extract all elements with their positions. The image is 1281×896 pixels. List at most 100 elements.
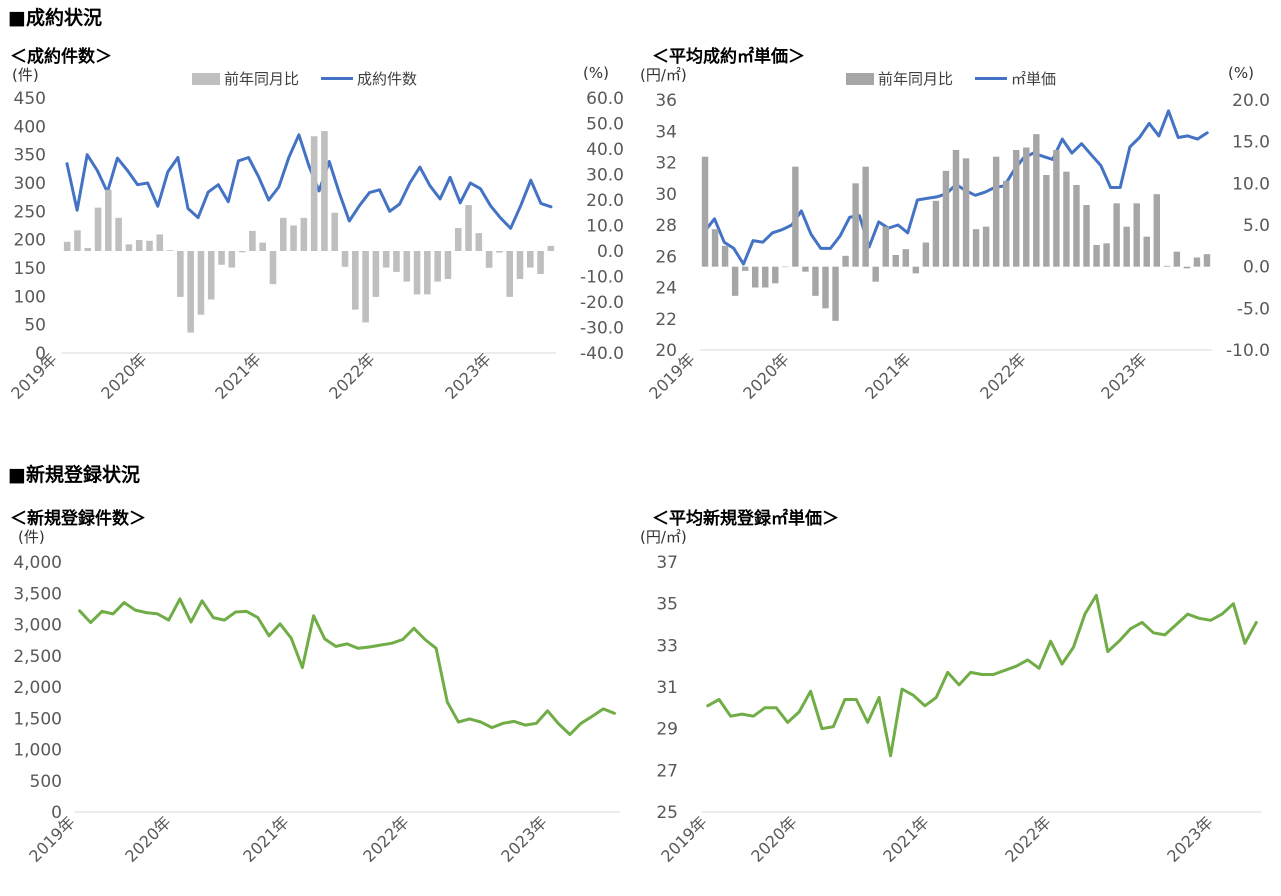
chart4-point — [832, 725, 835, 728]
chart1-bar — [403, 251, 411, 282]
chart3-point — [111, 612, 115, 616]
chart1-point — [186, 207, 190, 210]
chart3-point — [446, 700, 449, 704]
chart1-bar — [187, 251, 194, 333]
chart4-point — [946, 671, 949, 674]
chart1-bar — [496, 251, 503, 253]
chart4-point — [969, 671, 972, 674]
chart2-x-tick-label: 2021年 — [861, 349, 915, 403]
chart4-y-tick-label: 31 — [656, 678, 678, 698]
chart4-point — [820, 727, 824, 730]
chart2-point — [1196, 137, 1199, 141]
chart1-point — [166, 170, 170, 173]
chart1-point — [378, 188, 381, 191]
chart1-point — [297, 133, 301, 137]
chart1-point — [156, 205, 159, 208]
chart3-point — [134, 608, 137, 612]
chart2-bar — [772, 266, 779, 284]
chart3-point — [412, 627, 416, 630]
chart2-bar — [992, 156, 1000, 267]
chart1-point — [206, 190, 210, 194]
chart3-point — [512, 720, 516, 723]
chart1-point — [489, 204, 492, 207]
chart2-bar — [962, 158, 970, 267]
chart3-point — [312, 614, 315, 617]
chart3-point — [323, 637, 326, 641]
chart3-point — [278, 622, 282, 626]
chart2-point — [761, 240, 764, 244]
chart3-point — [178, 597, 182, 601]
chart3-point — [468, 717, 471, 721]
chart4-point — [1049, 639, 1052, 643]
chart3-point — [89, 621, 92, 624]
chart4-point — [1072, 646, 1075, 649]
chart1-point — [257, 175, 260, 178]
chart3-point — [401, 638, 404, 641]
chart2-point — [1167, 109, 1170, 113]
chart2-bar — [1013, 150, 1020, 267]
chart1-bar — [516, 251, 524, 280]
chart3-point — [613, 712, 616, 715]
chart1-y2-tick-label: 0.0 — [597, 242, 624, 262]
chart2-y2-tick-label: 20.0 — [1232, 91, 1270, 111]
chart1-legend-line-swatch — [321, 77, 354, 80]
chart1-y-tick-label: 100 — [14, 287, 46, 307]
chart1-bar — [526, 251, 534, 268]
chart1-point — [539, 202, 543, 205]
chart4-point — [1255, 621, 1258, 624]
chart1-point — [469, 181, 472, 185]
chart2-bar — [1023, 147, 1030, 267]
chart1-bar — [94, 207, 102, 251]
chart1-y2-tick-label: -10.0 — [580, 268, 624, 288]
chart2-point — [1070, 151, 1074, 155]
chart2-point — [1119, 186, 1122, 189]
chart1-point — [388, 210, 391, 213]
chart2-point — [1186, 134, 1190, 138]
chart2-point — [896, 223, 900, 227]
chart1-point — [277, 185, 280, 189]
chart1-y-tick-label: 0 — [35, 344, 46, 364]
chart2-x-tick-label: 2020年 — [739, 349, 793, 403]
chart3-y-tick-label: 3,500 — [13, 584, 62, 604]
chart2-legend: 前年同月比 ㎡単価 — [846, 68, 1078, 89]
chart3-point — [356, 647, 360, 650]
chart3-point — [234, 610, 237, 614]
chart1-y-tick-label: 250 — [14, 202, 46, 222]
chart2-y-tick-label: 28 — [655, 216, 677, 236]
chart3-point — [557, 722, 560, 726]
chart2-legend-line-swatch — [975, 77, 1008, 80]
chart3-point — [167, 618, 170, 622]
chart2-x-tick-label: 2022年 — [976, 349, 1030, 403]
chart4-point — [1232, 602, 1235, 605]
chart3-y-tick-label: 500 — [30, 772, 62, 792]
chart1-bar — [537, 251, 544, 274]
chart1-point — [418, 165, 422, 169]
chart1-point — [227, 200, 230, 203]
chart1-bar — [279, 217, 287, 251]
chart1-bar — [197, 251, 205, 315]
chart2-legend-bar-swatch — [846, 72, 874, 85]
chart1-bar — [547, 245, 555, 251]
chart1-point — [176, 156, 180, 159]
chart3-point — [423, 638, 427, 641]
chart3-point — [602, 707, 605, 711]
chart3-point — [379, 643, 382, 647]
chart1-legend-bar-label: 前年同月比 — [224, 70, 300, 88]
chart1-bar — [259, 242, 266, 251]
chart2-x-tick-label: 2023年 — [1097, 349, 1151, 403]
chart1-x-tick-label: 2019年 — [7, 349, 61, 403]
chart4-point — [706, 704, 709, 707]
chart2-point — [925, 197, 929, 200]
chart1-point — [237, 159, 240, 163]
chart2-bar — [812, 266, 819, 296]
chart1-bar — [331, 212, 339, 251]
chart1-point — [247, 156, 250, 159]
chart4-x-tick-label: 2020年 — [747, 812, 801, 866]
chart2-point — [1157, 134, 1161, 138]
chart1-bar — [382, 251, 390, 268]
chart1-bar — [146, 240, 153, 251]
chart4-x-tick-label: 2022年 — [1001, 812, 1055, 866]
chart2-bar — [1083, 205, 1090, 267]
chart3-series-line — [78, 597, 616, 736]
